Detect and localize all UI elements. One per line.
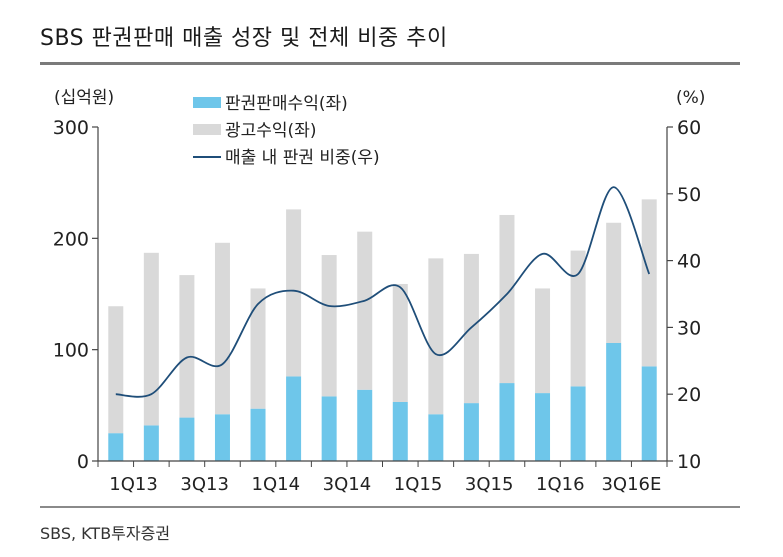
- bar-license-2Q13: [143, 425, 159, 461]
- bar-license-3Q15: [463, 403, 479, 461]
- bar-license-1Q13: [108, 433, 124, 461]
- bar-ad-2Q16: [570, 250, 586, 387]
- right-tick-label: 40: [677, 251, 701, 273]
- bar-license-3Q14: [321, 396, 337, 461]
- x-tick-label: 1Q14: [252, 474, 301, 495]
- legend-label-share: 매출 내 판권 비중(우): [225, 148, 380, 168]
- bar-ad-4Q16E: [641, 199, 657, 367]
- left-tick-label: 0: [77, 451, 89, 473]
- bar-ad-3Q16E: [606, 222, 622, 343]
- right-tick-label: 60: [677, 117, 701, 139]
- bar-license-4Q14: [357, 389, 373, 461]
- bar-license-3Q16E: [606, 342, 622, 461]
- x-tick-label: 1Q16: [536, 474, 585, 495]
- bar-ad-4Q13: [214, 242, 230, 415]
- axes-group: 0 100 200 300 10 20 30 40 50 60 1Q13 3Q13 1Q14 3Q14 1Q…: [53, 88, 706, 495]
- legend-label-license: 판권판매수익(좌): [225, 94, 348, 114]
- right-tick-label: 10: [677, 451, 701, 473]
- title-divider: [40, 62, 740, 65]
- series-line-license-share: [115, 186, 651, 398]
- bar-license-1Q16: [535, 393, 551, 461]
- bar-license-2Q15: [428, 414, 444, 461]
- bar-ad-4Q14: [357, 231, 373, 390]
- bar-license-4Q16E: [641, 366, 657, 461]
- bar-ad-1Q16: [535, 288, 551, 394]
- left-tick-label: 200: [53, 228, 89, 250]
- bar-license-4Q13: [214, 414, 230, 461]
- legend-group: 판권판매수익(좌) 광고수익(좌) 매출 내 판권 비중(우): [193, 94, 380, 168]
- x-tick-label: 3Q13: [180, 474, 229, 495]
- bar-license-2Q16: [570, 386, 586, 461]
- x-tick-label: 3Q14: [323, 474, 372, 495]
- x-tick-label: 1Q15: [394, 474, 443, 495]
- bar-license-4Q15: [499, 383, 515, 461]
- right-tick-label: 30: [677, 317, 701, 339]
- bar-ad-4Q15: [499, 214, 515, 384]
- x-tick-label: 3Q15: [465, 474, 514, 495]
- bar-ad-1Q15: [392, 283, 408, 402]
- source-note: SBS, KTB투자증권: [40, 524, 171, 543]
- source-divider: [40, 506, 740, 508]
- right-axis-unit: (%): [676, 88, 705, 108]
- x-tick-label: 3Q16E: [601, 474, 661, 495]
- left-axis-unit: (십억원): [54, 88, 114, 108]
- legend-swatch-ad: [193, 124, 221, 135]
- bar-ad-3Q14: [321, 255, 337, 397]
- right-tick-label: 20: [677, 384, 701, 406]
- bar-ad-3Q13: [179, 275, 195, 418]
- left-tick-label: 300: [53, 117, 89, 139]
- line-group: [115, 186, 651, 398]
- legend-swatch-license: [193, 97, 221, 108]
- bar-ad-1Q13: [108, 306, 124, 434]
- bar-ad-1Q14: [250, 288, 266, 409]
- left-tick-label: 100: [53, 340, 89, 362]
- chart-title: SBS 판권판매 매출 성장 및 전체 비중 추이: [40, 26, 448, 51]
- right-tick-label: 50: [677, 184, 701, 206]
- x-tick-label: 1Q13: [109, 474, 158, 495]
- bar-ad-2Q15: [428, 258, 444, 415]
- bar-ad-2Q14: [286, 209, 302, 377]
- bars-group: [108, 199, 657, 461]
- bar-license-1Q14: [250, 408, 266, 461]
- bar-license-3Q13: [179, 417, 195, 461]
- bar-ad-2Q13: [143, 252, 159, 426]
- bar-license-2Q14: [286, 376, 302, 461]
- legend-label-ad: 광고수익(좌): [225, 121, 316, 141]
- bar-license-1Q15: [392, 401, 408, 461]
